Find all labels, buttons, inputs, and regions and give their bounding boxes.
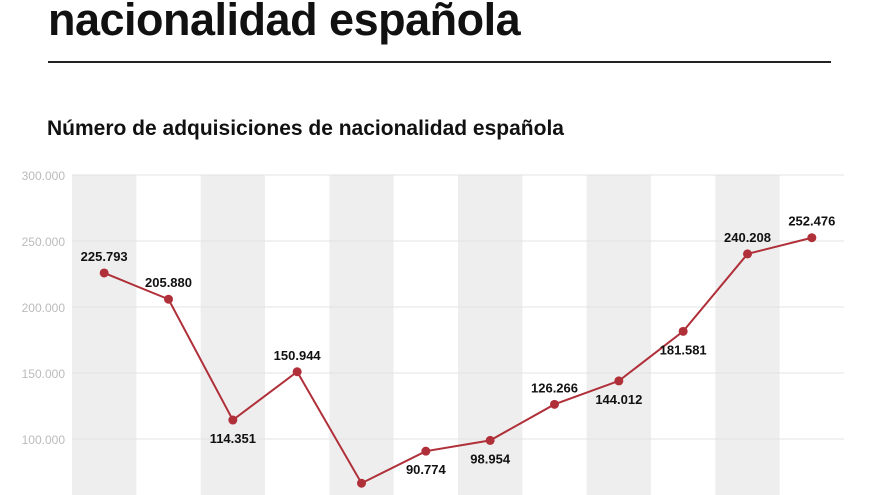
data-label: 150.944 [274, 348, 322, 363]
data-point [743, 249, 752, 259]
data-point [292, 367, 302, 377]
y-tick-label: 200.000 [22, 301, 66, 315]
data-point [357, 478, 366, 488]
column-band [586, 175, 651, 495]
column-band [715, 175, 780, 495]
chart-title: Número de adquisiciones de nacionalidad … [47, 117, 564, 140]
data-point [228, 415, 238, 425]
data-label: 181.581 [660, 342, 707, 357]
column-band [329, 175, 394, 495]
column-band [200, 175, 265, 495]
data-label: 126.266 [531, 380, 578, 395]
data-point [807, 233, 817, 243]
data-label: 144.012 [595, 392, 642, 407]
data-point [485, 435, 495, 445]
data-point [99, 268, 109, 278]
title-divider [48, 61, 831, 63]
y-tick-label: 250.000 [22, 235, 66, 249]
data-point [550, 399, 559, 409]
data-point [164, 294, 173, 304]
data-point [421, 446, 431, 456]
data-label: 114.351 [210, 431, 256, 446]
page-title: nacionalidad española [48, 0, 521, 45]
y-tick-label: 150.000 [22, 367, 66, 381]
data-label: 240.208 [724, 230, 771, 245]
series-line [103, 236, 813, 485]
y-tick-label: 100.000 [22, 433, 66, 447]
data-point [614, 376, 624, 386]
column-band [458, 175, 523, 495]
data-label: 225.793 [81, 249, 128, 264]
data-label: 98.954 [470, 451, 511, 466]
data-label: 90.774 [406, 462, 447, 477]
data-label: 205.880 [145, 275, 192, 290]
column-band [72, 175, 137, 495]
y-tick-label: 300.000 [22, 169, 66, 183]
data-label: 252.476 [788, 214, 835, 229]
data-point [678, 326, 688, 336]
